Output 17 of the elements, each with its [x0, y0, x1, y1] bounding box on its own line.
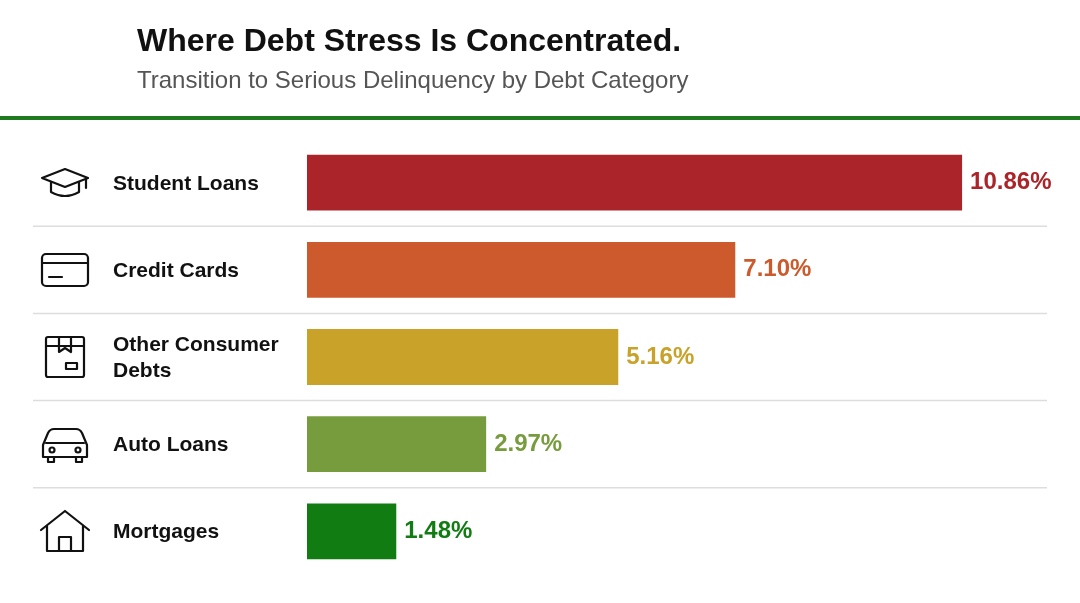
y-tick-label: Mortgages	[113, 518, 221, 545]
bar	[307, 329, 619, 385]
chart-title: Where Debt Stress Is Concentrated.	[137, 22, 682, 59]
y-tick-label: Credit Cards	[113, 256, 241, 283]
bar	[307, 241, 736, 298]
data-label: 10.86%	[970, 167, 1052, 195]
data-label: 7.10%	[743, 254, 812, 282]
data-label: 1.48%	[404, 516, 473, 544]
data-label: 2.97%	[494, 428, 563, 456]
y-tick-label: Auto Loans	[113, 431, 230, 458]
bar	[307, 154, 963, 211]
y-tick-label: Other Consumer Debts	[113, 331, 280, 383]
chart-subtitle: Transition to Serious Delinquency by Debt Category	[137, 66, 689, 94]
data-label: 5.16%	[626, 341, 695, 369]
y-tick-label: Student Loans	[113, 169, 260, 196]
bar	[307, 503, 397, 560]
bar	[307, 416, 487, 473]
